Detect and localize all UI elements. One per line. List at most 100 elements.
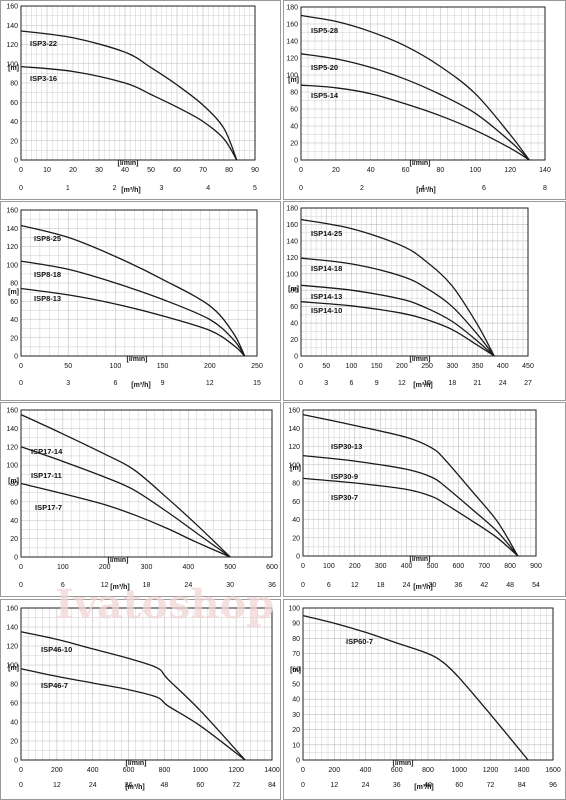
x2-tick-label: 27 [524, 380, 532, 387]
y-tick-label: 80 [292, 636, 300, 643]
y-tick-label: 40 [292, 697, 300, 704]
x2-unit-label: [m³/h] [125, 784, 144, 791]
x-tick-label: 0 [299, 363, 303, 370]
x-tick-label: 0 [301, 767, 305, 774]
y-tick-label: 160 [286, 22, 298, 29]
series-label: ISP14-25 [311, 229, 342, 238]
x2-tick-label: 84 [518, 782, 526, 789]
x-unit-label: [l/min] [127, 356, 148, 363]
plot-frame [20, 209, 258, 357]
x-tick-label: 1000 [451, 767, 467, 774]
y-tick-label: 0 [294, 158, 298, 165]
y-unit-label: [m] [8, 665, 19, 672]
x2-tick-label: 24 [499, 380, 507, 387]
y-tick-label: 20 [290, 337, 298, 344]
x-tick-label: 200 [349, 563, 361, 570]
x-tick-label: 50 [322, 363, 330, 370]
x-tick-label: 140 [539, 167, 551, 174]
x2-tick-label: 30 [226, 582, 234, 589]
x2-tick-label: 0 [19, 380, 23, 387]
x2-tick-label: 18 [143, 582, 151, 589]
y-tick-label: 20 [292, 727, 300, 734]
x-tick-label: 200 [204, 363, 216, 370]
y-tick-label: 80 [10, 682, 18, 689]
y-unit-label: [m] [8, 478, 19, 485]
y-tick-label: 60 [10, 701, 18, 708]
x2-tick-label: 0 [299, 185, 303, 192]
x2-tick-label: 0 [19, 582, 23, 589]
panel-border [0, 0, 281, 200]
x-unit-label: [l/min] [108, 557, 129, 564]
x-tick-label: 20 [332, 167, 340, 174]
x2-tick-label: 96 [549, 782, 557, 789]
x-unit-label: [l/min] [410, 556, 431, 563]
x2-unit-label: [m³/h] [131, 382, 150, 389]
series-label: ISP60-7 [346, 637, 373, 646]
x-tick-label: 800 [422, 767, 434, 774]
y-tick-label: 160 [288, 408, 300, 415]
series-label: ISP5-28 [311, 26, 338, 35]
x2-tick-label: 60 [455, 782, 463, 789]
x2-tick-label: 12 [53, 782, 61, 789]
x-tick-label: 80 [225, 167, 233, 174]
x2-tick-label: 24 [362, 782, 370, 789]
y-unit-label: [m] [288, 77, 299, 84]
y-tick-label: 80 [292, 481, 300, 488]
x-tick-label: 40 [121, 167, 129, 174]
x-tick-label: 1400 [514, 767, 530, 774]
x-tick-label: 10 [43, 167, 51, 174]
y-tick-label: 80 [10, 281, 18, 288]
series-label: ISP3-22 [30, 39, 57, 48]
x-tick-label: 200 [396, 363, 408, 370]
x2-unit-label: [m³/h] [416, 187, 435, 194]
x2-tick-label: 3 [66, 380, 70, 387]
x2-tick-label: 84 [268, 782, 276, 789]
x2-tick-label: 18 [448, 380, 456, 387]
x-tick-label: 0 [301, 563, 305, 570]
series-line [20, 30, 238, 161]
y-tick-label: 120 [286, 255, 298, 262]
y-tick-label: 0 [296, 554, 300, 561]
x2-tick-label: 24 [403, 582, 411, 589]
y-unit-label: [m] [8, 289, 19, 296]
series-label: ISP14-10 [311, 306, 342, 315]
x2-tick-label: 12 [351, 582, 359, 589]
y-tick-label: 140 [6, 23, 18, 30]
x-tick-label: 300 [375, 563, 387, 570]
series-line [302, 614, 529, 761]
series-line [20, 631, 246, 761]
x2-tick-label: 12 [330, 782, 338, 789]
watermark-text: Ivatoshop [55, 581, 274, 628]
y-tick-label: 100 [288, 462, 300, 469]
y-tick-label: 60 [10, 299, 18, 306]
panel-border [0, 402, 281, 597]
y-tick-label: 40 [290, 124, 298, 131]
x-tick-label: 600 [391, 767, 403, 774]
y-unit-label: [m] [8, 65, 19, 72]
y-tick-label: 20 [10, 739, 18, 746]
plot-grid [20, 5, 256, 161]
x2-tick-label: 8 [543, 185, 547, 192]
y-tick-label: 140 [286, 238, 298, 245]
x2-tick-label: 9 [161, 380, 165, 387]
plot-grid [20, 209, 258, 357]
y-tick-label: 40 [10, 720, 18, 727]
series-label: ISP17-11 [31, 471, 62, 480]
series-label: ISP3-16 [30, 74, 57, 83]
x-tick-label: 400 [401, 563, 413, 570]
x-tick-label: 50 [64, 363, 72, 370]
y-tick-label: 10 [292, 742, 300, 749]
x-tick-label: 600 [123, 767, 135, 774]
y-unit-label: [m] [290, 667, 301, 674]
y-tick-label: 80 [10, 481, 18, 488]
x-unit-label: [l/min] [410, 160, 431, 167]
x2-tick-label: 24 [89, 782, 97, 789]
x-tick-label: 900 [530, 563, 542, 570]
y-tick-label: 60 [10, 100, 18, 107]
x2-tick-label: 3 [324, 380, 328, 387]
x-tick-label: 0 [19, 767, 23, 774]
